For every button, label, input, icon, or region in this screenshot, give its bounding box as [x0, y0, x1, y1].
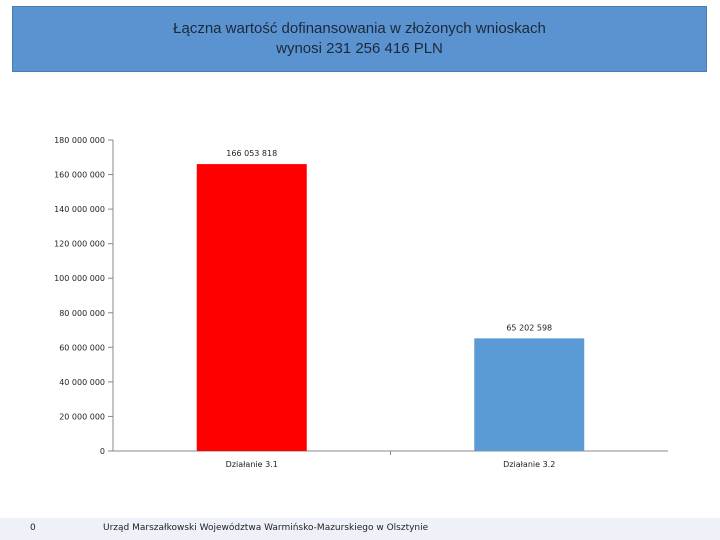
bar-value-label: 65 202 598	[506, 323, 552, 332]
bar-value-label: 166 053 818	[226, 149, 277, 158]
slide-title-box: Łączna wartość dofinansowania w złożonyc…	[12, 6, 707, 72]
x-category-label: Działanie 3.2	[503, 460, 555, 469]
y-tick-label: 0	[100, 447, 105, 456]
y-tick-label: 120 000 000	[54, 240, 105, 249]
page-number: 0	[30, 523, 36, 533]
y-tick-label: 60 000 000	[59, 343, 105, 352]
y-tick-label: 140 000 000	[54, 205, 105, 214]
x-category-label: Działanie 3.1	[226, 460, 278, 469]
y-tick-label: 40 000 000	[59, 378, 105, 387]
footer: 0 Urząd Marszałkowski Województwa Warmiń…	[0, 518, 720, 540]
slide-title-line-2: wynosi 231 256 416 PLN	[276, 40, 443, 57]
footer-organization: Urząd Marszałkowski Województwa Warmińsk…	[103, 523, 429, 533]
bar	[196, 164, 307, 452]
slide-title-line-1: Łączna wartość dofinansowania w złożonyc…	[173, 20, 546, 37]
y-tick-label: 80 000 000	[59, 309, 105, 318]
y-tick-label: 180 000 000	[54, 136, 105, 145]
y-tick-label: 160 000 000	[54, 171, 105, 180]
y-tick-label: 20 000 000	[59, 412, 105, 421]
bar	[474, 338, 585, 451]
y-tick-label: 100 000 000	[54, 274, 105, 283]
